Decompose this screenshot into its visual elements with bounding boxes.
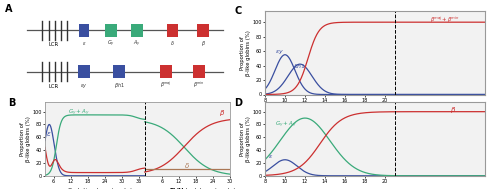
Text: $\delta$: $\delta$ (170, 39, 174, 47)
Text: Postnatal age (weeks): Postnatal age (weeks) (176, 188, 235, 189)
Text: $\varepsilon$: $\varepsilon$ (268, 153, 273, 160)
Text: $\varepsilon y$: $\varepsilon y$ (80, 82, 88, 90)
Bar (114, 65, 126, 78)
Text: LCR: LCR (48, 84, 58, 89)
Bar (166, 24, 177, 37)
Text: Gestational age (weeks): Gestational age (weeks) (68, 188, 132, 189)
Text: $\varepsilon$: $\varepsilon$ (82, 40, 86, 47)
Text: $A_\gamma$: $A_\gamma$ (133, 39, 141, 49)
Text: $G_\gamma$: $G_\gamma$ (106, 39, 114, 49)
Text: $\beta$: $\beta$ (450, 105, 456, 115)
Text: $G_\gamma + A_\gamma$: $G_\gamma + A_\gamma$ (275, 119, 296, 130)
Text: $G_\gamma + A_\gamma$: $G_\gamma + A_\gamma$ (68, 108, 90, 118)
Text: Birth: Birth (170, 188, 186, 189)
Text: $\beta$: $\beta$ (218, 108, 225, 118)
Text: A: A (5, 4, 12, 14)
Y-axis label: Proportion of
β-like globins (%): Proportion of β-like globins (%) (20, 116, 31, 162)
Text: $\beta^{maj}$: $\beta^{maj}$ (160, 80, 172, 90)
Bar (78, 65, 90, 78)
Text: $\varepsilon y$: $\varepsilon y$ (275, 48, 284, 56)
Y-axis label: Proportion of
β-like globins (%): Proportion of β-like globins (%) (240, 116, 251, 162)
Text: Adulthood: Adulthood (450, 109, 476, 114)
Text: B: B (8, 98, 16, 108)
Text: $\delta$: $\delta$ (184, 161, 190, 170)
Bar (79, 24, 89, 37)
Text: $\beta$: $\beta$ (200, 39, 205, 48)
Bar (192, 65, 204, 78)
Bar (131, 24, 143, 37)
Text: $\varepsilon$: $\varepsilon$ (46, 130, 52, 138)
Bar (104, 24, 117, 37)
Y-axis label: Proportion of
β-like globins (%): Proportion of β-like globins (%) (240, 30, 251, 76)
Text: $\beta h1$: $\beta h1$ (114, 81, 125, 90)
Bar (197, 24, 209, 37)
Text: LCR: LCR (48, 42, 58, 47)
Text: C: C (234, 6, 241, 16)
Bar (160, 65, 172, 78)
Text: $\beta^{maj}+\beta^{min}$: $\beta^{maj}+\beta^{min}$ (430, 15, 460, 25)
Text: $\beta^{min}$: $\beta^{min}$ (193, 80, 204, 90)
Text: Gestational age (days): Gestational age (days) (318, 109, 378, 114)
Text: Birth: Birth (418, 109, 434, 114)
Text: D: D (234, 98, 242, 108)
Text: $\beta h1$: $\beta h1$ (293, 63, 306, 71)
